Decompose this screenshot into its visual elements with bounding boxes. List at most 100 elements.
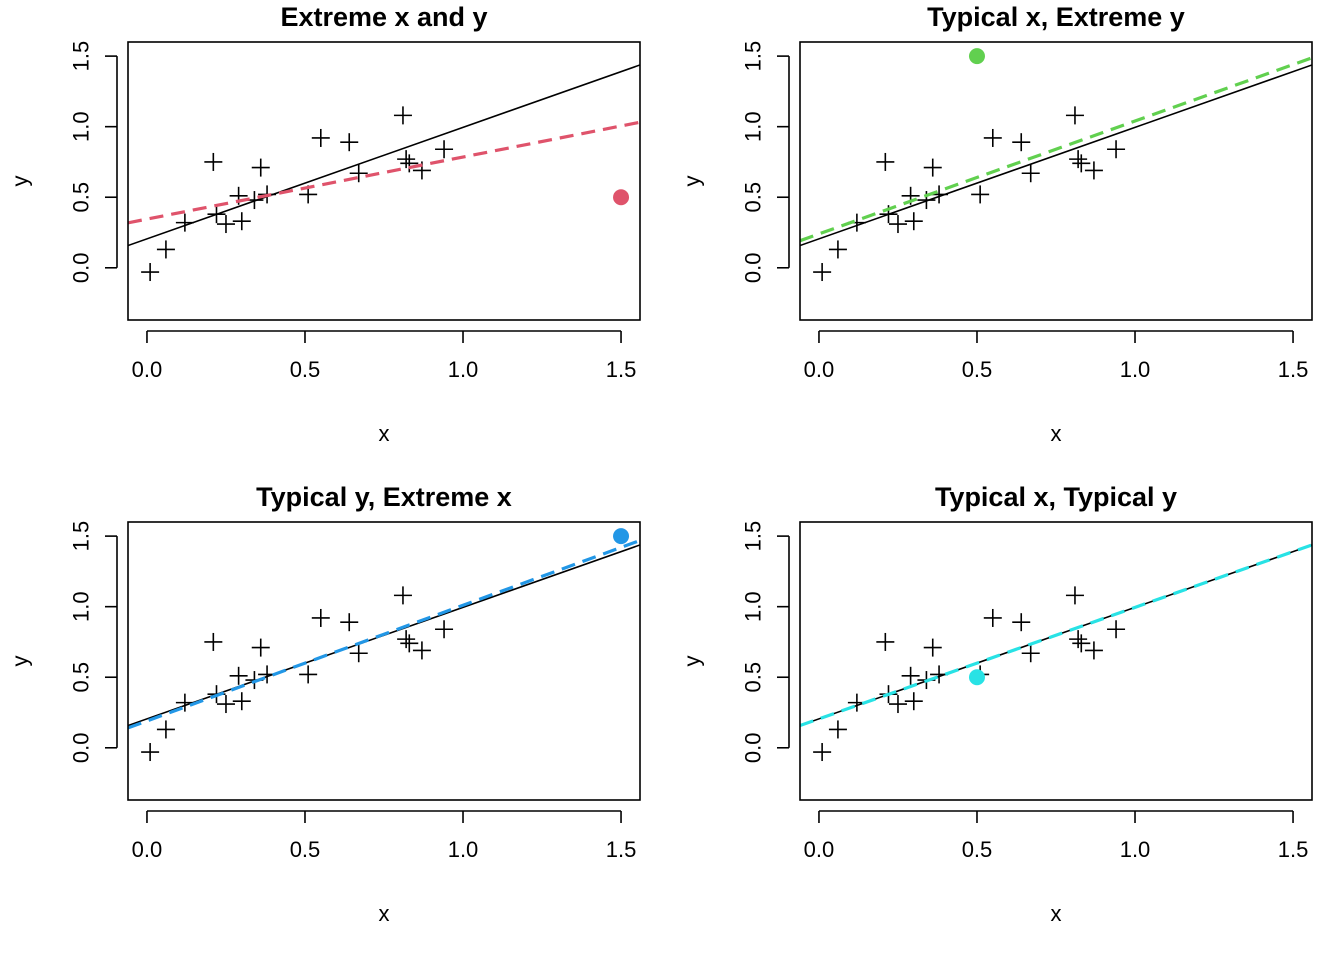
y-tick-label: 0.0 [69, 732, 94, 763]
y-tick-label: 0.5 [741, 662, 766, 693]
data-point [349, 644, 368, 663]
y-axis-label: y [8, 656, 33, 667]
data-point [311, 608, 330, 627]
x-tick-label: 1.0 [1120, 357, 1151, 382]
x-tick-label: 1.5 [1278, 837, 1309, 862]
x-tick-label: 0.0 [804, 837, 835, 862]
y-tick-label: 0.0 [69, 252, 94, 283]
data-point [1021, 164, 1040, 183]
data-point [204, 152, 223, 171]
data-point [400, 634, 419, 653]
extra-point [613, 528, 630, 545]
data-point [828, 720, 847, 739]
data-point [232, 212, 251, 231]
y-tick-label: 0.0 [741, 732, 766, 763]
data-point [888, 695, 907, 714]
data-point [216, 695, 235, 714]
data-point [1065, 586, 1084, 605]
data-point [232, 692, 251, 711]
base-fit-line [128, 64, 640, 247]
x-tick-label: 0.5 [290, 357, 321, 382]
plot-box [127, 521, 641, 801]
data-point [1107, 620, 1126, 639]
data-point [876, 152, 895, 171]
y-tick-label: 0.5 [69, 662, 94, 693]
data-point [1084, 641, 1103, 660]
data-point [1069, 630, 1088, 649]
x-tick-label: 1.0 [1120, 837, 1151, 862]
panel-title: Typical y, Extreme x [256, 482, 512, 512]
data-point [397, 150, 416, 169]
y-tick-label: 1.0 [741, 591, 766, 622]
extra-point [968, 669, 985, 686]
y-tick-label: 1.5 [69, 41, 94, 72]
data-point [349, 164, 368, 183]
new-fit-line [800, 56, 1312, 243]
panel-title: Extreme x and y [280, 2, 487, 32]
data-point [971, 185, 990, 204]
data-point [1072, 154, 1091, 173]
new-fit-line [128, 120, 640, 225]
data-point [813, 263, 832, 282]
data-point [340, 133, 359, 152]
y-tick-label: 1.0 [741, 111, 766, 142]
data-point [141, 263, 160, 282]
extra-point [968, 48, 985, 65]
data-point [229, 666, 248, 685]
x-tick-label: 1.0 [448, 837, 479, 862]
data-point [251, 638, 270, 657]
panel-4: 0.0 0.5 1.0 1.5 0.0 0.5 1.0 1.5 x y Typical x, Typ… [680, 482, 1313, 926]
x-axis-label: x [1051, 421, 1062, 446]
panel-title: Typical x, Typical y [935, 482, 1177, 512]
x-tick-label: 0.5 [962, 837, 993, 862]
y-tick-label: 0.5 [741, 182, 766, 213]
data-point [216, 215, 235, 234]
data-point [983, 128, 1002, 147]
data-point [299, 665, 318, 684]
data-point [1021, 644, 1040, 663]
data-point [204, 632, 223, 651]
y-tick-label: 0.5 [69, 182, 94, 213]
data-point [175, 213, 194, 232]
panel-title: Typical x, Extreme y [927, 2, 1185, 32]
data-point [311, 128, 330, 147]
x-tick-label: 1.5 [606, 837, 637, 862]
plot-box [799, 521, 1313, 801]
base-fit-line [800, 64, 1312, 247]
data-point [340, 613, 359, 632]
data-point [1065, 106, 1084, 125]
y-tick-label: 1.0 [69, 591, 94, 622]
data-point [1069, 150, 1088, 169]
data-point [435, 140, 454, 159]
y-axis-label: y [8, 176, 33, 187]
data-point [397, 630, 416, 649]
data-point [156, 240, 175, 259]
y-axis-label: y [680, 176, 705, 187]
data-point [876, 632, 895, 651]
plot-box [127, 41, 641, 321]
x-axis-label: x [379, 421, 390, 446]
y-tick-label: 1.0 [69, 111, 94, 142]
x-tick-label: 1.0 [448, 357, 479, 382]
data-point [923, 158, 942, 177]
x-axis-label: x [1051, 901, 1062, 926]
data-point [400, 154, 419, 173]
data-point [175, 693, 194, 712]
data-point [412, 641, 431, 660]
data-point [1012, 133, 1031, 152]
data-point [1072, 634, 1091, 653]
plot-box [799, 41, 1313, 321]
data-point [156, 720, 175, 739]
data-point [930, 665, 949, 684]
data-point [251, 158, 270, 177]
data-point [904, 692, 923, 711]
data-point [904, 212, 923, 231]
panel-1: 0.0 0.5 1.0 1.5 0.0 0.5 1.0 1.5 x y Extreme x and … [8, 2, 641, 446]
data-point [393, 106, 412, 125]
data-point [393, 586, 412, 605]
new-fit-line [128, 538, 640, 730]
y-tick-label: 1.5 [741, 41, 766, 72]
y-tick-label: 1.5 [741, 521, 766, 552]
data-point [435, 620, 454, 639]
data-point [1107, 140, 1126, 159]
